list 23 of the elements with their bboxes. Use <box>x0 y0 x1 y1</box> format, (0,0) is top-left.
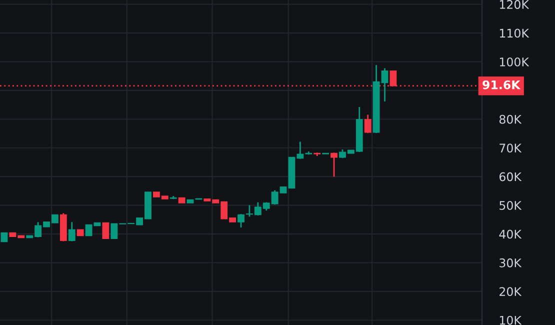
y-tick-label: 20K <box>500 287 522 296</box>
candlestick <box>330 152 338 177</box>
candlestick <box>364 114 372 134</box>
y-tick-label: 30K <box>500 258 522 268</box>
candlestick <box>238 214 244 228</box>
y-tick-label: 50K <box>500 201 522 210</box>
y-tick-label: 10K <box>500 316 522 325</box>
candlestick <box>76 229 84 236</box>
ref-line-label: 91.6K <box>482 80 521 90</box>
candlestick <box>102 222 110 239</box>
y-tick-label: 60K <box>499 172 522 182</box>
y-tick-label: 80K <box>499 114 522 124</box>
y-tick-label: 40K <box>499 230 522 239</box>
candlestick <box>170 196 177 200</box>
y-tick-label: 120K <box>500 0 530 9</box>
candlestick <box>68 222 76 242</box>
y-tick-label: 70K <box>500 144 522 153</box>
candlestick <box>186 199 194 204</box>
candlestick <box>178 197 186 204</box>
y-tick-label: 100K <box>500 57 530 66</box>
y-tick-label: 110K <box>500 28 530 38</box>
candlestick <box>314 152 321 156</box>
candlestick <box>0 232 8 242</box>
